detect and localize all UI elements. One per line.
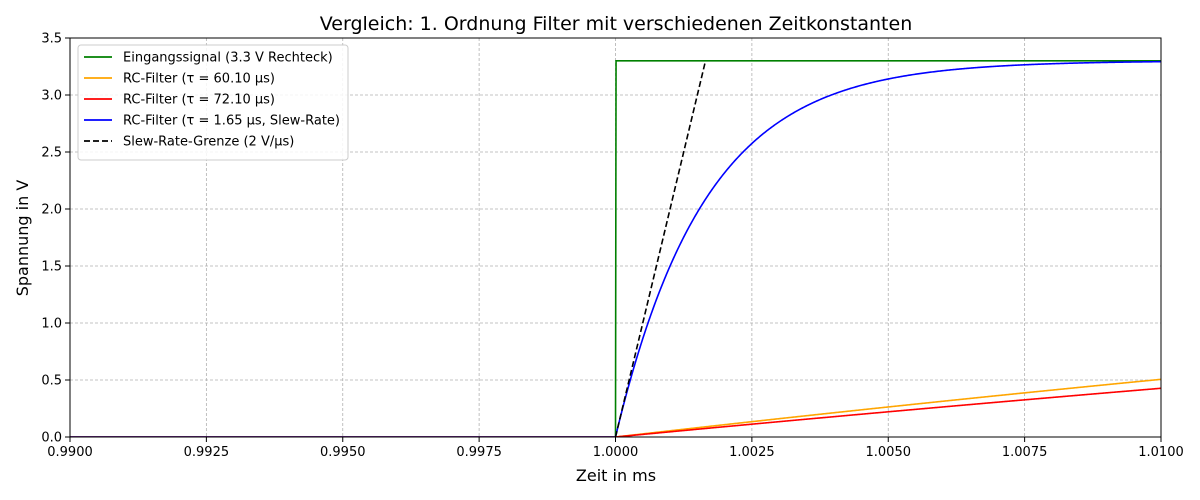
y-tick-label: 0.5: [41, 374, 62, 389]
y-tick-label: 1.5: [41, 260, 62, 275]
x-tick-label: 1.0100: [1138, 445, 1184, 460]
y-axis-label: Spannung in V: [13, 180, 32, 297]
legend-entry: RC-Filter (τ = 1.65 µs, Slew-Rate): [123, 114, 340, 129]
x-tick-label: 0.9900: [47, 445, 93, 460]
x-axis-label: Zeit in ms: [576, 466, 656, 485]
legend: Eingangssignal (3.3 V Rechteck) RC-Filter…: [78, 45, 348, 160]
y-tick-label: 3.0: [41, 89, 62, 104]
y-tick-label: 2.5: [41, 146, 62, 161]
x-tick-label: 1.0000: [593, 445, 639, 460]
x-tick-label: 0.9925: [184, 445, 230, 460]
series-line-4: [616, 61, 706, 437]
x-tick-label: 1.0025: [729, 445, 775, 460]
x-tick-label: 0.9950: [320, 445, 366, 460]
legend-entry: Eingangssignal (3.3 V Rechteck): [123, 51, 333, 66]
x-tick-label: 0.9975: [456, 445, 502, 460]
y-tick-label: 0.0: [41, 431, 62, 446]
x-tick-label: 1.0075: [1002, 445, 1048, 460]
legend-entry: RC-Filter (τ = 72.10 µs): [123, 93, 275, 108]
y-tick-label: 3.5: [41, 32, 62, 47]
legend-entry: Slew-Rate-Grenze (2 V/µs): [123, 135, 294, 150]
y-tick-label: 1.0: [41, 317, 62, 332]
x-tick-label: 1.0050: [866, 445, 912, 460]
chart-title: Vergleich: 1. Ordnung Filter mit verschi…: [320, 13, 913, 35]
y-tick-label: 2.0: [41, 203, 62, 218]
legend-entry: RC-Filter (τ = 60.10 µs): [123, 72, 275, 87]
